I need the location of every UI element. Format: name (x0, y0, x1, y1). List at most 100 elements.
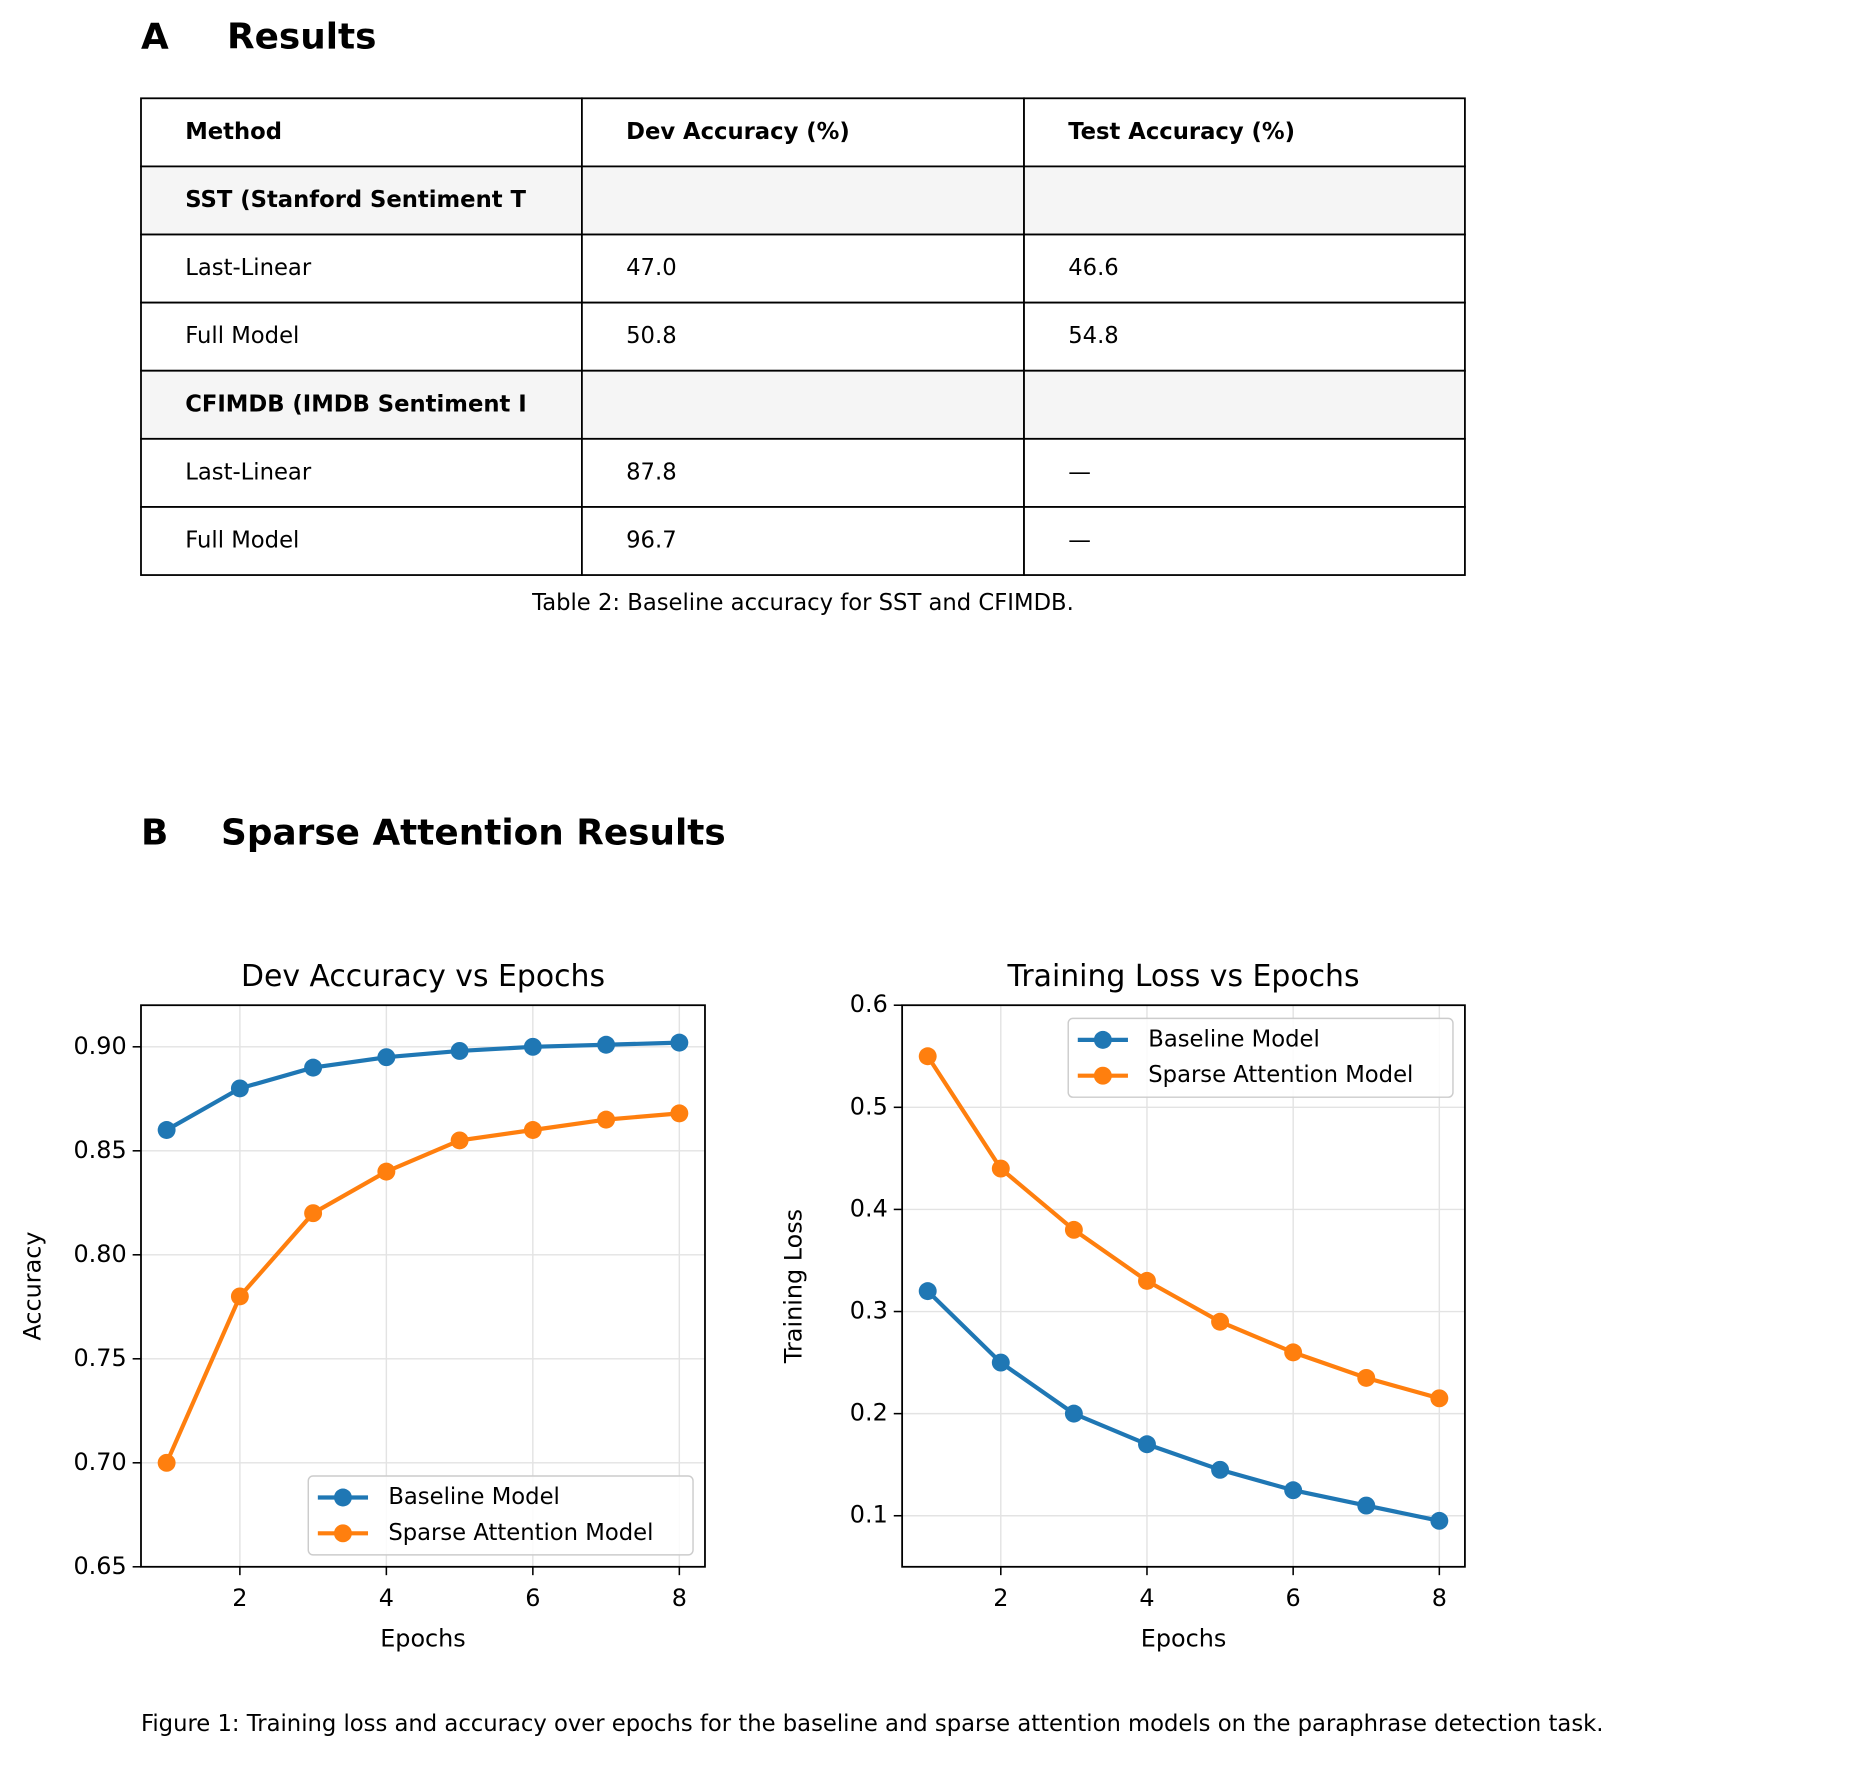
point (991, 1159, 1010, 1178)
table-cell (581, 97, 1025, 168)
section-title: Sparse Attention Results (221, 812, 726, 853)
figure-caption: Figure 1: Training loss and accuracy ove… (141, 1711, 1604, 1737)
y-tick-label: 0.1 (850, 1501, 888, 1529)
legend-box (307, 1475, 694, 1556)
point (918, 1047, 937, 1066)
column-header: Test Accuracy (%) (1068, 119, 1295, 145)
point (1284, 1343, 1303, 1362)
point (1138, 1271, 1156, 1290)
x-axis-label: Epochs (380, 1625, 466, 1653)
table-cell (140, 437, 583, 508)
y-tick-label: 0.6 (850, 990, 888, 1018)
point (377, 1048, 396, 1067)
table-text: — (1068, 528, 1091, 554)
table-cell (140, 301, 583, 372)
axes-frame (901, 1004, 1466, 1568)
legend-marker (333, 1524, 352, 1543)
y-tick-label: 0.4 (850, 1194, 888, 1222)
point (1357, 1368, 1376, 1387)
point (597, 1035, 616, 1054)
table-text: Last-Linear (185, 255, 312, 281)
chart: 0.65 0.70 0.75 0.80 0.85 0.90 2 4 6 8 Dev Accuracy… (18, 959, 706, 1653)
point (450, 1042, 469, 1060)
point (1064, 1220, 1083, 1239)
point (918, 1282, 937, 1301)
point (1357, 1496, 1376, 1515)
table-cell (581, 233, 1025, 304)
x-tick-label: 2 (993, 1584, 1008, 1612)
legend-label: Sparse Attention Model (1148, 1062, 1413, 1088)
point (1430, 1389, 1449, 1408)
legend-box (1067, 1017, 1454, 1098)
point (304, 1204, 323, 1223)
table-caption: Table 2: Baseline accuracy for SST and C… (531, 590, 1074, 616)
y-tick-label: 0.85 (73, 1136, 126, 1164)
x-tick-label: 6 (1286, 1584, 1301, 1612)
section-label: A (141, 17, 169, 58)
legend-marker (1093, 1066, 1112, 1085)
point (1211, 1312, 1230, 1331)
series-line (164, 1111, 680, 1464)
table-text: — (1068, 459, 1091, 485)
point (377, 1162, 396, 1181)
x-tick-label: 4 (379, 1584, 394, 1612)
section-title: Results (227, 17, 376, 58)
table-text: 87.8 (626, 459, 677, 485)
y-tick-label: 0.2 (850, 1399, 888, 1427)
point (1064, 1404, 1083, 1423)
table-cell (581, 506, 1025, 576)
point (670, 1033, 689, 1052)
group-label: CFIMDB (IMDB Sentiment I (185, 391, 526, 417)
table-text: 50.8 (626, 323, 677, 349)
point (523, 1121, 542, 1139)
x-tick-label: 8 (1432, 1584, 1447, 1612)
chart-title: Training Loss vs Epochs (1007, 959, 1360, 994)
y-axis-label: Training Loss (780, 1209, 808, 1364)
table-text: 46.6 (1068, 255, 1119, 281)
point (670, 1104, 689, 1123)
legend-marker (333, 1488, 352, 1507)
y-tick-label: 0.65 (73, 1552, 126, 1580)
table: Method Dev Accuracy (%) Test Accuracy (%) S… (140, 97, 1466, 576)
series-line (926, 1289, 1440, 1523)
point (304, 1058, 323, 1077)
point (1430, 1511, 1449, 1530)
section-label: B (141, 812, 168, 853)
table-text: Full Model (185, 323, 299, 349)
axes-frame (140, 1004, 706, 1568)
point (1211, 1460, 1230, 1479)
x-tick-label: 4 (1139, 1584, 1154, 1612)
table-cell (140, 165, 583, 236)
point (230, 1079, 249, 1098)
table-cell (1023, 165, 1466, 236)
series-line (925, 1055, 1440, 1401)
chart-title: Dev Accuracy vs Epochs (241, 959, 605, 994)
table-text: 96.7 (626, 528, 677, 554)
y-tick-label: 0.75 (73, 1344, 126, 1372)
table-text: 54.8 (1068, 323, 1119, 349)
group-label: SST (Stanford Sentiment T (185, 187, 526, 213)
legend-marker (1093, 1030, 1112, 1049)
chart: 0.1 0.2 0.3 0.4 0.5 0.6 2 4 6 8 Training Loss vs E… (780, 959, 1466, 1653)
table-cell (1023, 437, 1466, 508)
point (230, 1287, 249, 1306)
table-cell (1023, 97, 1466, 168)
table-cell (581, 369, 1025, 440)
table-text: 47.0 (626, 255, 677, 281)
table-cell (140, 97, 583, 168)
x-tick-label: 8 (672, 1584, 687, 1612)
table-cell (1023, 506, 1466, 576)
table-cell (581, 165, 1025, 236)
table-text: Full Model (185, 528, 299, 554)
legend-label: Baseline Model (388, 1484, 560, 1510)
y-tick-label: 0.3 (850, 1297, 888, 1325)
point (1284, 1481, 1303, 1500)
column-header: Dev Accuracy (%) (626, 119, 850, 145)
point (523, 1037, 542, 1056)
x-axis-label: Epochs (1141, 1625, 1227, 1653)
y-axis-label: Accuracy (18, 1232, 46, 1341)
table-text: Last-Linear (185, 459, 312, 485)
point (450, 1131, 469, 1150)
y-tick-label: 0.70 (73, 1448, 126, 1476)
